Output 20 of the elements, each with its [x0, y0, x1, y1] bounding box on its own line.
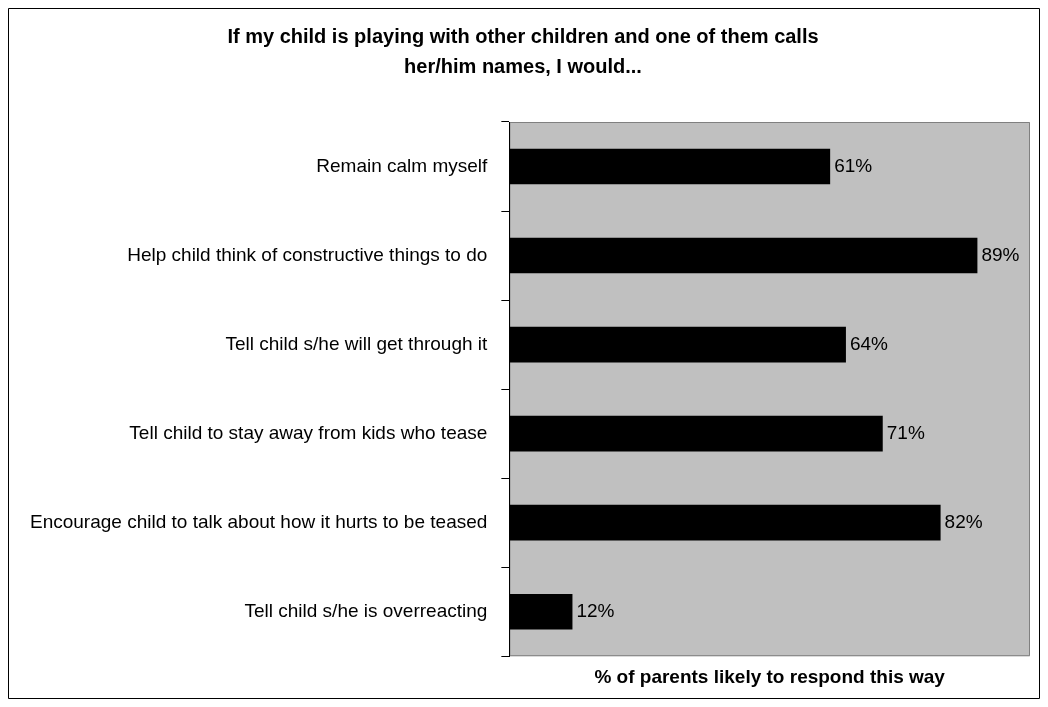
bar [509, 148, 831, 185]
y-tick-label: Help child think of constructive things to do [127, 243, 488, 265]
y-tick-label: Encourage child to talk about how it hurts to be teased [29, 510, 488, 532]
y-tick-label: Remain calm myself [316, 154, 489, 176]
bar [509, 326, 846, 363]
y-tick-label: Tell child to stay away from kids who tease [129, 421, 488, 443]
chart-title: If my child is playing with other children and one of them calls her/him names, I would... [227, 24, 819, 77]
data-label: 71% [886, 421, 925, 443]
bar [509, 504, 941, 541]
data-label: 61% [834, 154, 873, 176]
data-label: 89% [981, 243, 1020, 265]
bar [509, 237, 978, 274]
bar [509, 593, 573, 630]
data-label: 64% [849, 332, 889, 354]
y-tick-label: Tell child s/he will get through it [225, 332, 489, 354]
x-axis-title: % of parents likely to respond this way [594, 665, 946, 687]
y-tick-label: Tell child s/he is overreacting [244, 599, 488, 621]
data-label: 82% [944, 510, 983, 532]
bar [509, 415, 883, 452]
data-label: 12% [576, 599, 615, 621]
